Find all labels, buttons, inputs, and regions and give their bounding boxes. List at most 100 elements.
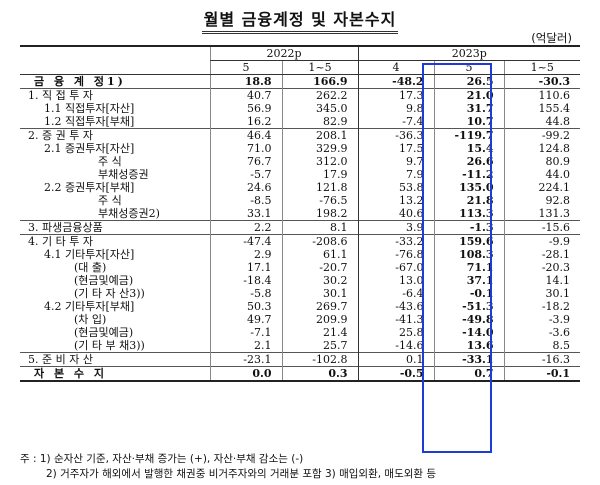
value-cell: 224.1 — [503, 181, 581, 194]
value-cell: 7.9 — [357, 168, 435, 181]
value-cell: -16.3 — [503, 352, 581, 367]
value-cell: 33.1 — [209, 207, 282, 221]
value-cell: -43.6 — [357, 300, 435, 313]
row-label: 주 식 — [98, 155, 122, 168]
col-header: 1~5 — [503, 60, 581, 75]
table-row: 자 본 수 지 0.0 0.3 -0.5 0.7 -0.1 — [20, 366, 581, 382]
value-cell: 31.7 — [433, 102, 505, 115]
table-row: (차 입) 49.7 209.9 -41.3 -49.8 -3.9 — [20, 313, 581, 326]
value-cell: 21.0 — [433, 88, 505, 102]
row-label: 주 식 — [98, 194, 122, 207]
value-cell: 71.0 — [209, 142, 282, 155]
value-cell: -1.3 — [433, 220, 505, 235]
value-cell: 24.6 — [209, 181, 282, 194]
table-row: 주 식 -8.5 -76.5 13.2 21.8 92.8 — [20, 194, 581, 207]
value-cell: 17.3 — [357, 88, 435, 102]
value-cell: 0.3 — [281, 366, 359, 382]
value-cell: 92.8 — [503, 194, 581, 207]
value-cell: 56.9 — [209, 102, 282, 115]
table-row: 4. 기 타 투 자 -47.4 -208.6 -33.2 159.6 -9.9 — [20, 234, 581, 248]
value-cell: -6.4 — [357, 287, 435, 300]
value-cell: -5.8 — [209, 287, 282, 300]
value-cell: -20.7 — [281, 261, 359, 274]
table-row: 1.1 직접투자[자산] 56.9 345.0 9.8 31.7 155.4 — [20, 102, 581, 115]
value-cell: 9.8 — [357, 102, 435, 115]
value-cell: 329.9 — [281, 142, 359, 155]
capital-account-table: 2022p 2023p 5 1~5 4 5 1~5 금 융 계 정1) 18.8 1… — [20, 45, 581, 382]
value-cell: 46.4 — [209, 128, 282, 142]
value-cell: 269.7 — [281, 300, 359, 313]
row-label: 1. 직 접 투 자 — [20, 88, 210, 102]
value-cell: 10.7 — [433, 115, 505, 129]
value-cell: 71.1 — [433, 261, 505, 274]
value-cell: -9.9 — [503, 234, 581, 248]
table-row: 5. 준 비 자 산 -23.1 -102.8 0.1 -33.1 -16.3 — [20, 352, 581, 367]
value-cell: -11.2 — [433, 168, 505, 181]
value-cell: 155.4 — [503, 102, 581, 115]
value-cell: 18.8 — [209, 74, 282, 89]
value-cell: 8.5 — [503, 339, 581, 353]
row-label: (대 출) — [74, 261, 107, 274]
value-cell: 44.0 — [503, 168, 581, 181]
col-header: 4 — [357, 60, 435, 75]
value-cell: -102.8 — [281, 352, 359, 367]
value-cell: 262.2 — [281, 88, 359, 102]
row-label: 부채성증권2) — [98, 207, 160, 220]
col-header: 1~5 — [281, 60, 359, 75]
table-row: 주 식 76.7 312.0 9.7 26.6 80.9 — [20, 155, 581, 168]
value-cell: -14.6 — [357, 339, 435, 353]
value-cell: 21.4 — [281, 326, 359, 339]
value-cell: -14.0 — [433, 326, 505, 339]
table-row: (대 출) 17.1 -20.7 -67.0 71.1 -20.3 — [20, 261, 581, 274]
value-cell: 17.5 — [357, 142, 435, 155]
value-cell: -15.6 — [503, 220, 581, 235]
value-cell: -41.3 — [357, 313, 435, 326]
value-cell: 166.9 — [281, 74, 359, 89]
value-cell: 198.2 — [281, 207, 359, 221]
table-row: 4.1 기타투자[자산] 2.9 61.1 -76.8 108.3 -28.1 — [20, 248, 581, 261]
value-cell: 50.3 — [209, 300, 282, 313]
value-cell: -18.4 — [209, 274, 282, 287]
table-row: 1. 직 접 투 자 40.7 262.2 17.3 21.0 110.6 — [20, 88, 581, 102]
value-cell: -28.1 — [503, 248, 581, 261]
value-cell: 37.1 — [433, 274, 505, 287]
value-cell: -119.7 — [433, 128, 505, 142]
value-cell: 113.3 — [433, 207, 505, 221]
table-row: 3. 파생금융상품 2.2 8.1 3.9 -1.3 -15.6 — [20, 220, 581, 235]
value-cell: 80.9 — [503, 155, 581, 168]
table-row: 부채성증권 -5.7 17.9 7.9 -11.2 44.0 — [20, 168, 581, 181]
value-cell: 2.2 — [209, 220, 282, 235]
value-cell: -8.5 — [209, 194, 282, 207]
row-label: 4.2 기타투자[부채] — [44, 300, 135, 313]
value-cell: 2.1 — [209, 339, 282, 353]
footnote: 주 : 1) 순자산 기준, 자산·부채 증가는 (+), 자산·부채 감소는 … — [20, 453, 304, 465]
table-row: 부채성증권2) 33.1 198.2 40.6 113.3 131.3 — [20, 207, 581, 221]
value-cell: 30.1 — [503, 287, 581, 300]
value-cell: -3.6 — [503, 326, 581, 339]
value-cell: -208.6 — [281, 234, 359, 248]
value-cell: 40.6 — [357, 207, 435, 221]
value-cell: 9.7 — [357, 155, 435, 168]
unit-label: (억달러) — [531, 31, 572, 45]
value-cell: 14.1 — [503, 274, 581, 287]
col-header: 5 — [209, 60, 282, 75]
row-label: 2. 증 권 투 자 — [20, 128, 210, 142]
value-cell: -18.2 — [503, 300, 581, 313]
value-cell: 0.1 — [357, 352, 435, 367]
value-cell: -76.5 — [281, 194, 359, 207]
year-2022-header: 2022p — [209, 45, 359, 61]
value-cell: 124.8 — [503, 142, 581, 155]
row-label: 금 융 계 정1) — [34, 75, 126, 88]
col-header: 5 — [433, 60, 505, 75]
value-cell: 13.6 — [433, 339, 505, 353]
value-cell: -49.8 — [433, 313, 505, 326]
value-cell: 17.9 — [281, 168, 359, 181]
value-cell: -76.8 — [357, 248, 435, 261]
row-label: 부채성증권 — [98, 168, 149, 181]
value-cell: -23.1 — [209, 352, 282, 367]
table-row: 금 융 계 정1) 18.8 166.9 -48.2 26.5 -30.3 — [20, 74, 581, 89]
value-cell: -99.2 — [503, 128, 581, 142]
value-cell: 25.8 — [357, 326, 435, 339]
value-cell: -7.1 — [209, 326, 282, 339]
row-label: (기 타 부 채3)) — [74, 339, 145, 352]
